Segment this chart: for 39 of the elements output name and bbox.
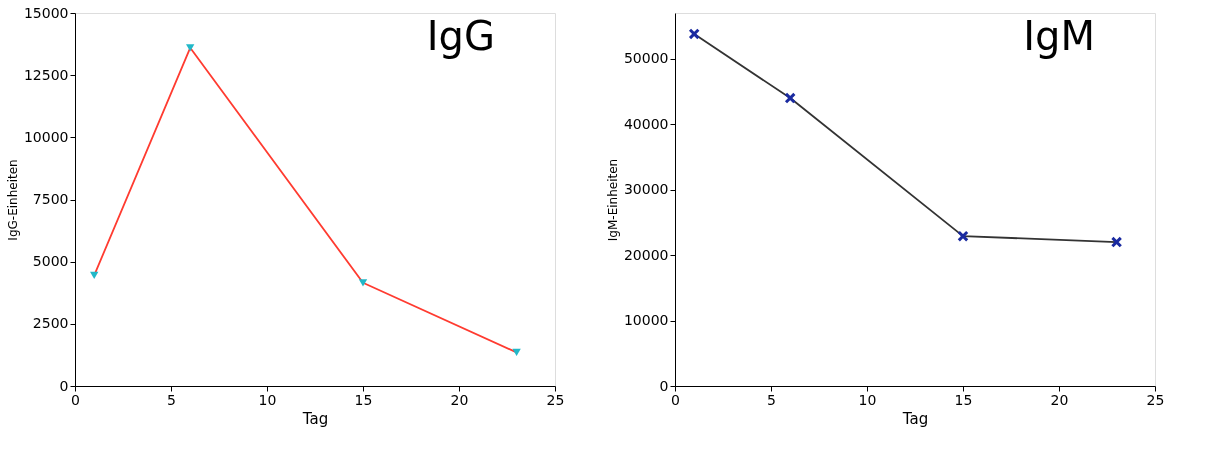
x-tick-label: 15 <box>354 391 373 408</box>
x-tick-label: 0 <box>671 391 680 408</box>
y-tick-label: 50000 <box>623 50 669 67</box>
y-tick-label: 5000 <box>32 253 69 270</box>
y-tick-label: 2500 <box>32 315 69 332</box>
y-tick-label: 15000 <box>23 4 69 21</box>
x-tick-label: 25 <box>546 391 565 408</box>
point <box>1110 236 1123 248</box>
y-tick-label: 7500 <box>32 191 69 207</box>
chart-title: IgG <box>426 13 495 59</box>
point <box>512 348 521 357</box>
point <box>957 230 969 242</box>
y-tick-label: 0 <box>59 377 69 394</box>
y-tick-label: 10000 <box>623 312 669 329</box>
x-axis-title: Tag <box>901 409 929 428</box>
x-tick-label: 10 <box>258 391 277 408</box>
point <box>90 271 99 279</box>
y-tick-label: 20000 <box>623 246 669 263</box>
x-tick-label: 0 <box>71 391 80 408</box>
chart-title: IgM <box>1023 13 1095 59</box>
x-tick-label: 5 <box>767 391 776 408</box>
point <box>688 28 700 40</box>
x-tick-label: 5 <box>167 391 176 408</box>
y-axis-title: IgM-Einheiten <box>605 158 620 242</box>
point <box>358 279 368 287</box>
y-tick-label: 0 <box>659 377 669 394</box>
x-axis-title: Tag <box>301 409 329 428</box>
point <box>784 92 796 104</box>
x-tick-label: 20 <box>450 391 469 408</box>
y-tick-label: 40000 <box>623 115 669 132</box>
x-tick-label: 20 <box>1050 391 1069 408</box>
y-tick-label: 30000 <box>623 181 669 198</box>
y-tick-label: 12500 <box>23 66 69 83</box>
x-tick-label: 15 <box>954 391 973 408</box>
x-tick-label: 10 <box>858 391 877 408</box>
point <box>186 44 195 52</box>
y-tick-label: 10000 <box>23 128 69 145</box>
y-axis-title: IgG-Einheiten <box>5 159 20 241</box>
x-tick-label: 25 <box>1146 391 1165 408</box>
